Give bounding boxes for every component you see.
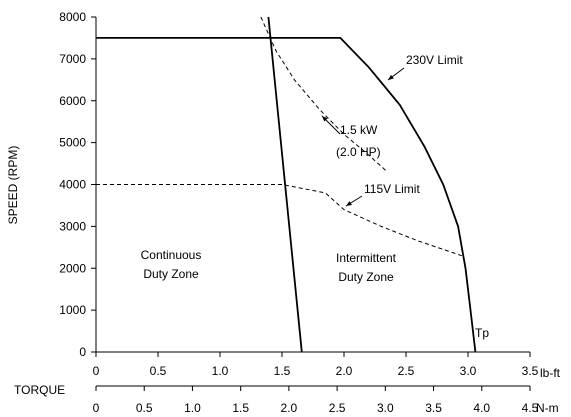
x-axis-unit-nm: N-m bbox=[536, 401, 559, 415]
y-tick-label: 6000 bbox=[59, 94, 86, 108]
primary-x-tick-label: 3.5 bbox=[522, 364, 539, 378]
y-axis-title: SPEED (RPM) bbox=[6, 146, 20, 225]
secondary-x-ticks: 0 0.5 1.0 1.5 2.0 2.5 3.0 3.5 4.0 4.5 bbox=[93, 386, 539, 415]
annotation-tp: Tp bbox=[475, 326, 489, 340]
secondary-x-tick-label: 3.0 bbox=[377, 401, 394, 415]
y-tick-label: 0 bbox=[79, 345, 86, 359]
limit-115v-curve bbox=[96, 184, 462, 257]
annotation-limit230: 230V Limit bbox=[406, 53, 463, 67]
secondary-x-tick-label: 1.5 bbox=[232, 401, 249, 415]
y-tick-label: 5000 bbox=[59, 136, 86, 150]
y-tick-label: 2000 bbox=[59, 261, 86, 275]
secondary-x-tick-label: 0.5 bbox=[136, 401, 153, 415]
y-tick-label: 7000 bbox=[59, 52, 86, 66]
y-tick-label: 8000 bbox=[59, 10, 86, 24]
primary-x-tick-label: 0 bbox=[93, 364, 100, 378]
annotation-cont1: Continuous bbox=[141, 248, 202, 262]
secondary-x-tick-label: 4.0 bbox=[473, 401, 490, 415]
primary-x-tick-label: 0.5 bbox=[150, 364, 167, 378]
annotation-inter1: Intermittent bbox=[336, 251, 397, 265]
secondary-x-tick-label: 1.0 bbox=[184, 401, 201, 415]
secondary-x-tick-label: 2.5 bbox=[329, 401, 346, 415]
y-tick-label: 3000 bbox=[59, 219, 86, 233]
y-tick-label: 4000 bbox=[59, 178, 86, 192]
primary-x-tick-label: 1.0 bbox=[212, 364, 229, 378]
annotation-arrows bbox=[321, 67, 405, 207]
limit-230v-curve bbox=[96, 37, 477, 353]
annotation-kw-line1: 1.5 kW bbox=[340, 123, 378, 137]
kw-arrow-head bbox=[322, 116, 328, 122]
x-axis-unit-lbft: lb-ft bbox=[540, 366, 561, 380]
limit115-arrow-head bbox=[346, 201, 352, 206]
continuous-boundary-line bbox=[267, 16, 303, 353]
annotation-kw-line2: (2.0 HP) bbox=[336, 145, 381, 159]
y-tick-label: 1000 bbox=[59, 303, 86, 317]
x-axis-title: TORQUE bbox=[14, 383, 65, 397]
limit230-arrow-head bbox=[388, 74, 394, 80]
annotation-cont2: Duty Zone bbox=[143, 267, 199, 281]
y-ticks: 0 1000 2000 3000 4000 5000 6000 7000 8000 bbox=[59, 10, 96, 359]
secondary-x-tick-label: 0 bbox=[93, 401, 100, 415]
secondary-x-tick-label: 2.0 bbox=[281, 401, 298, 415]
primary-x-tick-label: 2.0 bbox=[336, 364, 353, 378]
curves bbox=[96, 16, 477, 353]
axes bbox=[95, 17, 530, 387]
secondary-x-tick-label: 4.5 bbox=[522, 401, 539, 415]
annotation-inter2: Duty Zone bbox=[338, 270, 394, 284]
annotation-labels: 230V Limit 1.5 kW (2.0 HP) 115V Limit Contin… bbox=[141, 53, 490, 340]
annotation-limit115: 115V Limit bbox=[364, 182, 420, 196]
power-1-5kw-curve bbox=[260, 16, 388, 173]
primary-x-ticks: 0 0.5 1.0 1.5 2.0 2.5 3.0 3.5 bbox=[93, 352, 539, 378]
secondary-x-tick-label: 3.5 bbox=[425, 401, 442, 415]
primary-x-tick-label: 1.5 bbox=[274, 364, 291, 378]
primary-x-tick-label: 2.5 bbox=[398, 364, 415, 378]
primary-x-tick-label: 3.0 bbox=[460, 364, 477, 378]
